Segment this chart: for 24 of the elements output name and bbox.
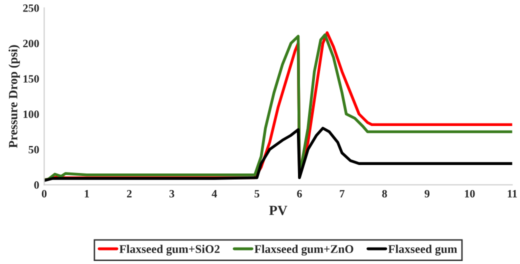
- y-tick-label: 150: [24, 75, 39, 83]
- x-tick-label: 5: [254, 190, 260, 198]
- legend-label: Flaxseed gum+SiO2: [119, 244, 220, 256]
- y-tick-label: 0: [34, 181, 39, 189]
- x-tick-label: 4: [212, 190, 217, 198]
- line-series: [44, 126, 512, 182]
- x-tick-label: 7: [340, 190, 345, 198]
- y-tick-label: 250: [23, 4, 39, 12]
- x-axis-title: PV: [269, 206, 288, 216]
- x-tick-label: 2: [126, 190, 132, 198]
- y-axis-title: Pressure Drop (psi): [8, 45, 20, 148]
- x-tick-label: 11: [508, 190, 517, 198]
- legend-label: Flaxseed gum: [388, 244, 458, 256]
- legend-label: Flaxseed gum+ZnO: [254, 244, 354, 256]
- y-tick-label: 100: [24, 110, 39, 118]
- y-tick-label: 200: [23, 40, 39, 48]
- x-tick-label: 1: [84, 190, 89, 198]
- y-tick-label: 50: [28, 146, 39, 154]
- x-tick-label: 3: [169, 190, 174, 198]
- x-tick-label: 6: [297, 190, 302, 198]
- x-tick-label: 0: [42, 190, 47, 198]
- x-tick-label: 10: [464, 190, 475, 198]
- x-tick-label: 9: [424, 190, 430, 198]
- x-tick-label: 8: [382, 190, 387, 198]
